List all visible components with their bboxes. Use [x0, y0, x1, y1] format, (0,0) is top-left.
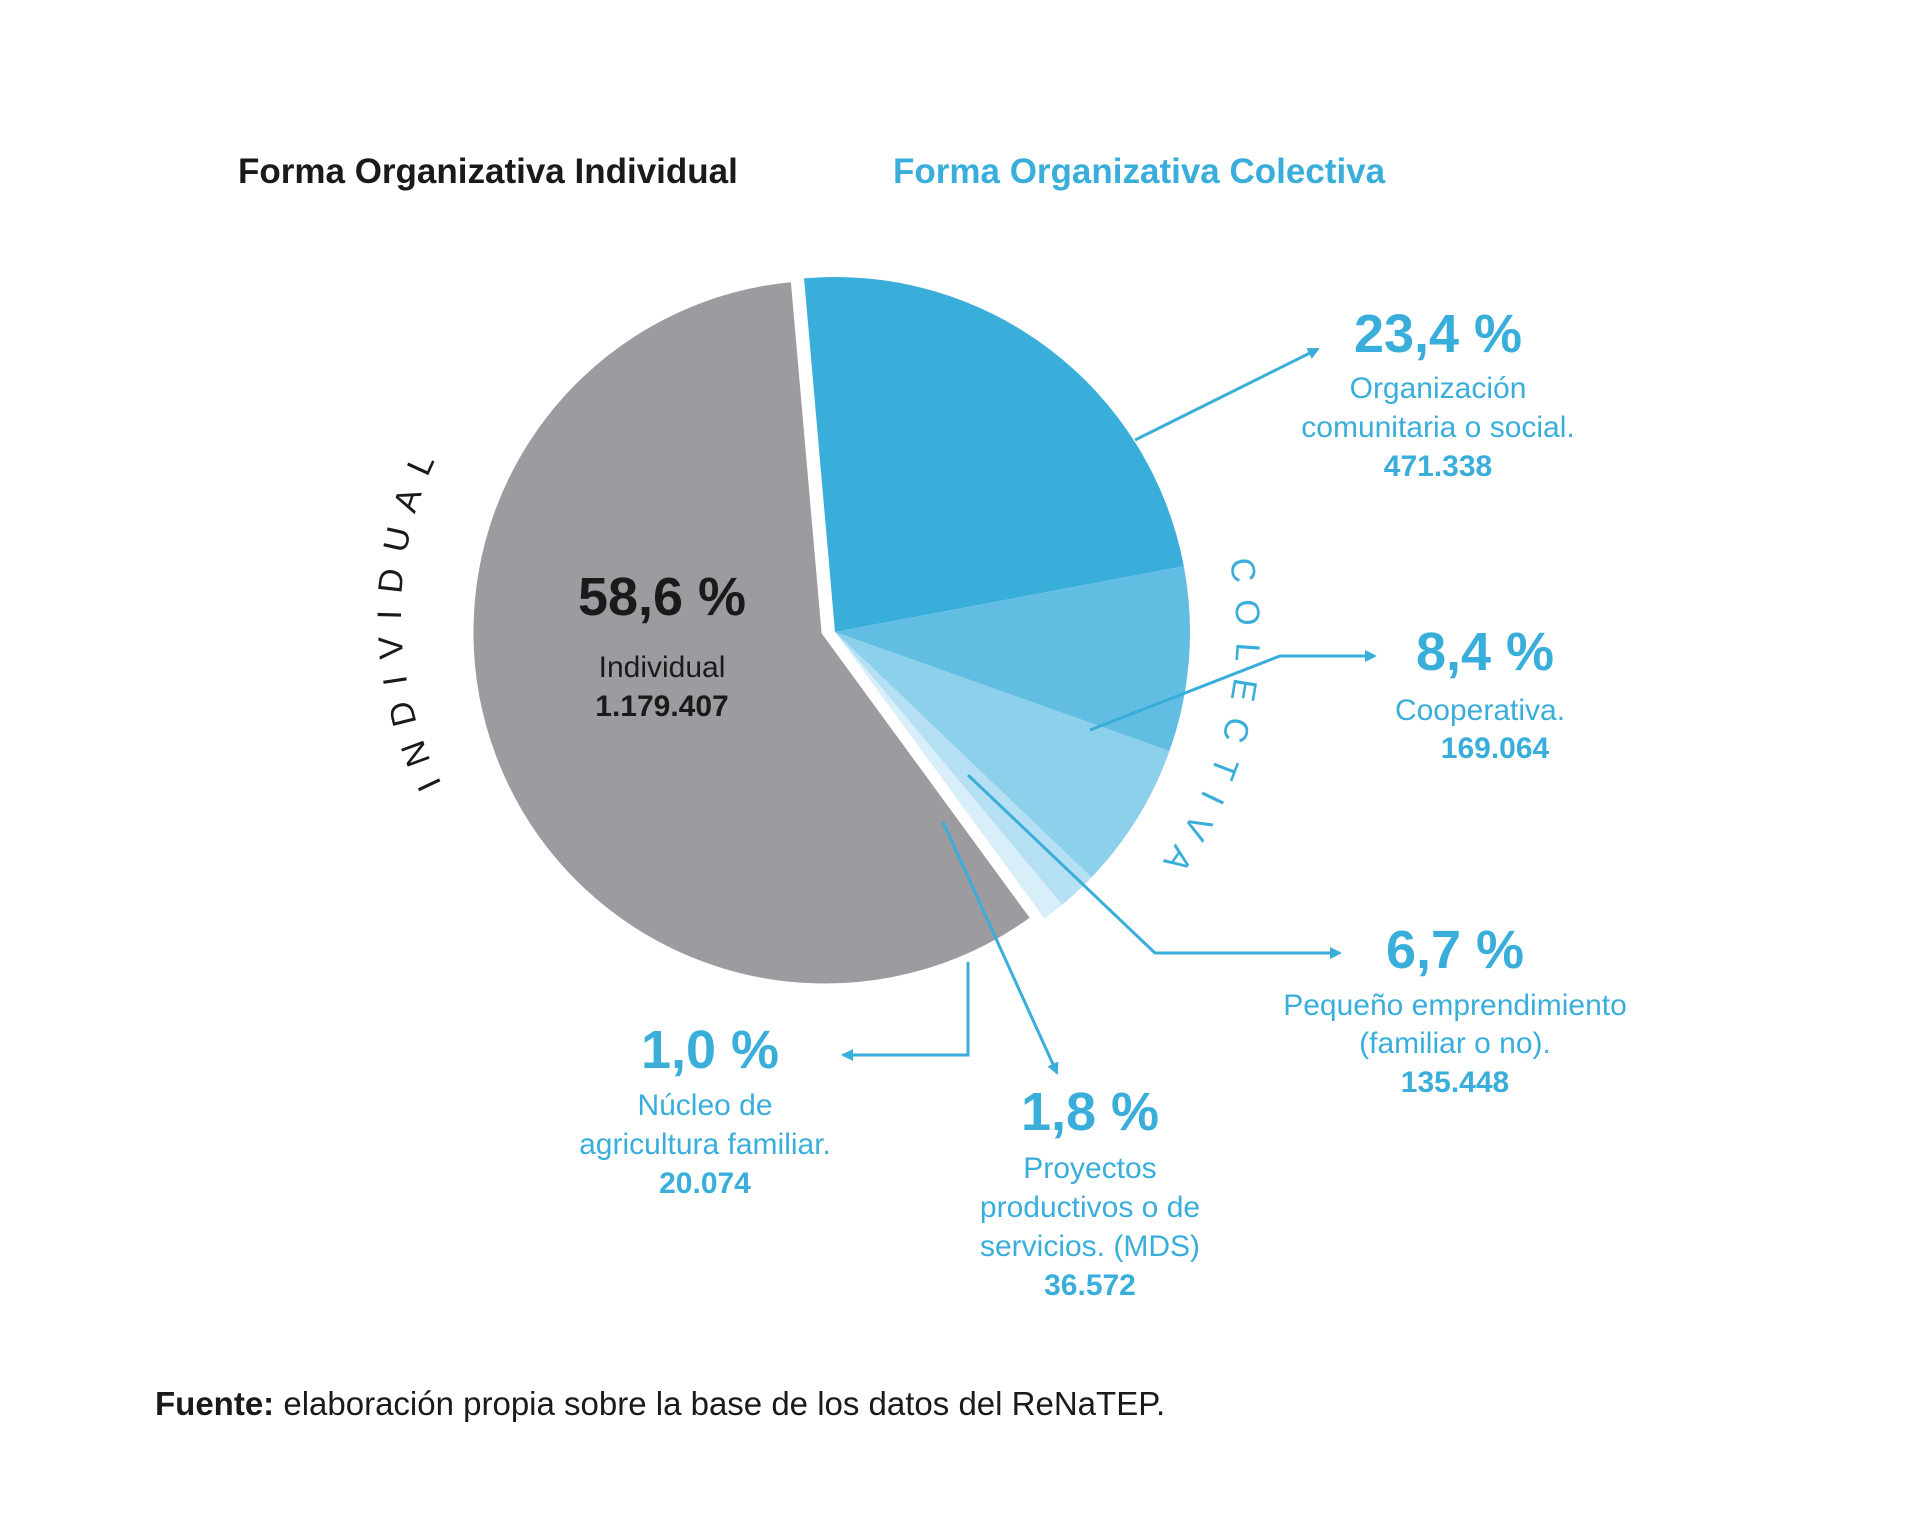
nucleo-count: 20.074 [659, 1167, 751, 1200]
slice-proyectos [835, 632, 1092, 905]
slice-organizacion [804, 276, 1184, 632]
slice-nucleo [835, 632, 1063, 919]
connector-lines [841, 347, 1377, 1075]
emprendimiento-name-line2: (familiar o no). [1359, 1027, 1551, 1060]
individual-percent: 58,6 % [578, 567, 746, 627]
label-cooperativa: 8,4 % Cooperativa. 169.064 [1395, 622, 1565, 765]
emprendimiento-count: 135.448 [1401, 1066, 1509, 1099]
source-label: Fuente: [155, 1385, 274, 1422]
proyectos-name-line1: Proyectos [1023, 1152, 1156, 1185]
individual-arc-label: INDIVIDUAL [371, 433, 449, 797]
label-organizacion: 23,4 % Organización comunitaria o social… [1301, 304, 1574, 483]
emprendimiento-name-line1: Pequeño emprendimiento [1283, 989, 1627, 1022]
connector-organizacion [1134, 347, 1320, 442]
label-nucleo: 1,0 % Núcleo de agricultura familiar. 20… [579, 1020, 831, 1200]
source-text: elaboración propia sobre la base de los … [274, 1385, 1165, 1422]
label-emprendimiento: 6,7 % Pequeño emprendimiento (familiar o… [1283, 920, 1627, 1099]
proyectos-name-line2: productivos o de [980, 1191, 1200, 1224]
organizacion-name-line2: comunitaria o social. [1301, 411, 1574, 444]
cooperativa-percent: 8,4 % [1416, 622, 1554, 682]
connector-cooperativa [1089, 650, 1377, 732]
individual-name: Individual [599, 651, 726, 684]
colectiva-group-title: Forma Organizativa Colectiva [893, 152, 1386, 191]
organizacion-percent: 23,4 % [1354, 304, 1522, 364]
nucleo-name-line2: agricultura familiar. [579, 1128, 831, 1161]
proyectos-percent: 1,8 % [1021, 1082, 1159, 1142]
individual-group-title: Forma Organizativa Individual [238, 152, 738, 191]
proyectos-name-line3: servicios. (MDS) [980, 1230, 1200, 1263]
organizacion-count: 471.338 [1384, 450, 1492, 483]
slice-emprendimiento [835, 632, 1170, 878]
label-individual: 58,6 % Individual 1.179.407 [578, 567, 746, 723]
nucleo-percent: 1,0 % [641, 1020, 779, 1080]
slice-cooperativa [835, 566, 1190, 752]
connector-proyectos [941, 821, 1059, 1075]
connector-emprendimiento [966, 773, 1342, 959]
cooperativa-name: Cooperativa. [1395, 694, 1565, 727]
label-proyectos: 1,8 % Proyectos productivos o de servici… [980, 1082, 1200, 1302]
nucleo-name-line1: Núcleo de [637, 1089, 772, 1122]
connector-nucleo [841, 962, 970, 1061]
organizacion-name-line1: Organización [1350, 372, 1527, 405]
cooperativa-count: 169.064 [1441, 732, 1550, 765]
source-note: Fuente: elaboración propia sobre la base… [155, 1385, 1165, 1422]
slice-individual [466, 274, 1040, 991]
emprendimiento-percent: 6,7 % [1386, 920, 1524, 980]
individual-count: 1.179.407 [595, 690, 728, 723]
proyectos-count: 36.572 [1044, 1269, 1136, 1302]
